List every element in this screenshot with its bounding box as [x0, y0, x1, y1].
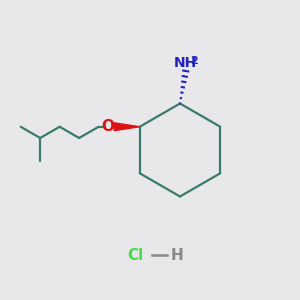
Text: Cl: Cl [127, 248, 143, 262]
Text: H: H [171, 248, 183, 262]
Text: NH: NH [174, 56, 197, 70]
Text: O: O [101, 119, 114, 134]
Polygon shape [114, 123, 140, 131]
Text: 2: 2 [190, 56, 198, 66]
